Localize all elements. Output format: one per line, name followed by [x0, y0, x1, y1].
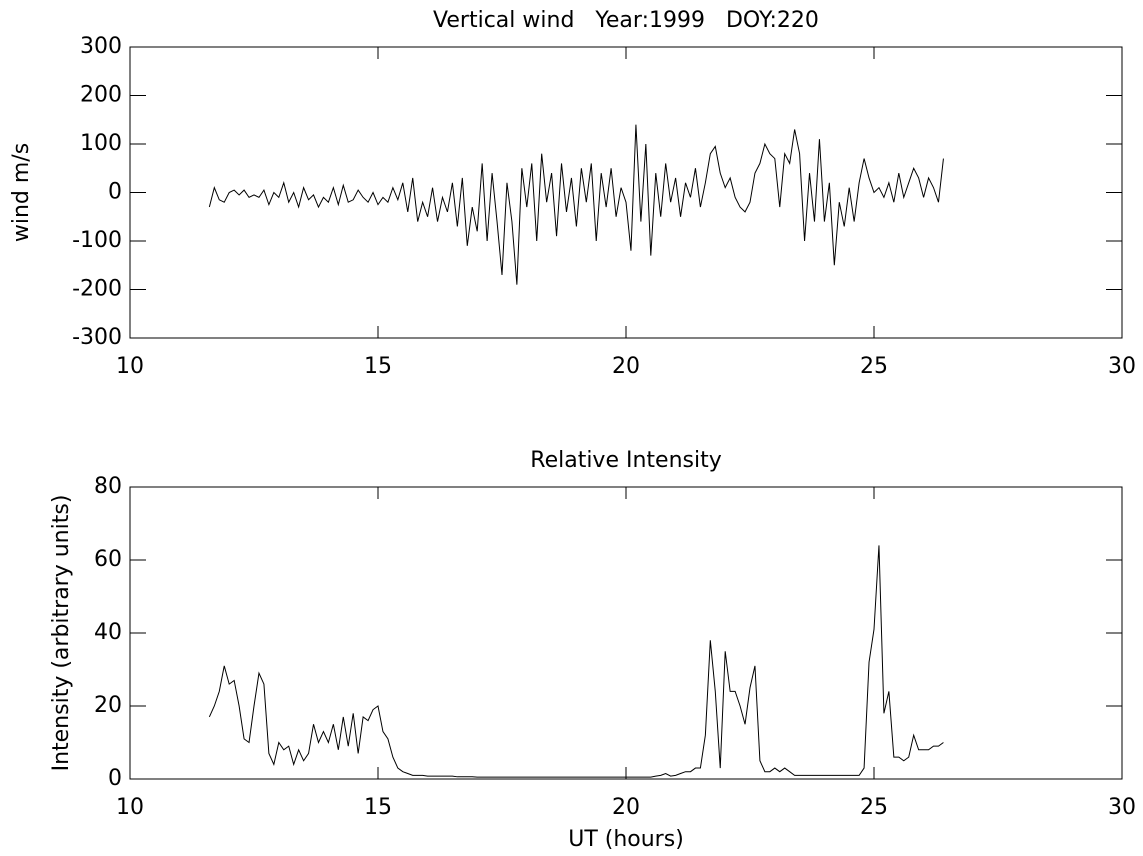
y-tick-label: 200: [80, 83, 122, 108]
chart-title: Vertical wind Year:1999 DOY:220: [433, 8, 819, 33]
x-tick-label: 20: [612, 795, 640, 820]
x-tick-label: 30: [1108, 795, 1136, 820]
y-tick-label: 80: [94, 474, 122, 499]
y-tick-label: 100: [80, 131, 122, 156]
data-line: [208, 545, 944, 778]
x-tick-label: 25: [860, 795, 888, 820]
x-tick-label: 20: [612, 354, 640, 379]
x-tick-label: 25: [860, 354, 888, 379]
y-tick-label: -100: [72, 228, 122, 253]
x-tick-label: 10: [116, 354, 144, 379]
chart-title: Relative Intensity: [530, 448, 721, 473]
y-tick-label: -300: [72, 325, 122, 350]
plot-frame: [129, 46, 1123, 339]
y-axis-label: Intensity (arbitrary units): [49, 495, 74, 772]
y-tick-label: 300: [80, 34, 122, 59]
x-tick-label: 15: [364, 354, 392, 379]
plot-frame: [129, 486, 1123, 780]
y-axis-label: wind m/s: [9, 143, 34, 242]
x-tick-label: 10: [116, 795, 144, 820]
y-tick-label: -200: [72, 277, 122, 302]
data-line: [208, 124, 944, 285]
x-axis-label: UT (hours): [568, 827, 684, 852]
y-tick-label: 20: [94, 693, 122, 718]
y-tick-label: 40: [94, 620, 122, 645]
y-tick-label: 60: [94, 547, 122, 572]
y-tick-label: 0: [108, 180, 122, 205]
x-tick-label: 15: [364, 795, 392, 820]
y-tick-label: 0: [108, 766, 122, 791]
x-tick-label: 30: [1108, 354, 1136, 379]
